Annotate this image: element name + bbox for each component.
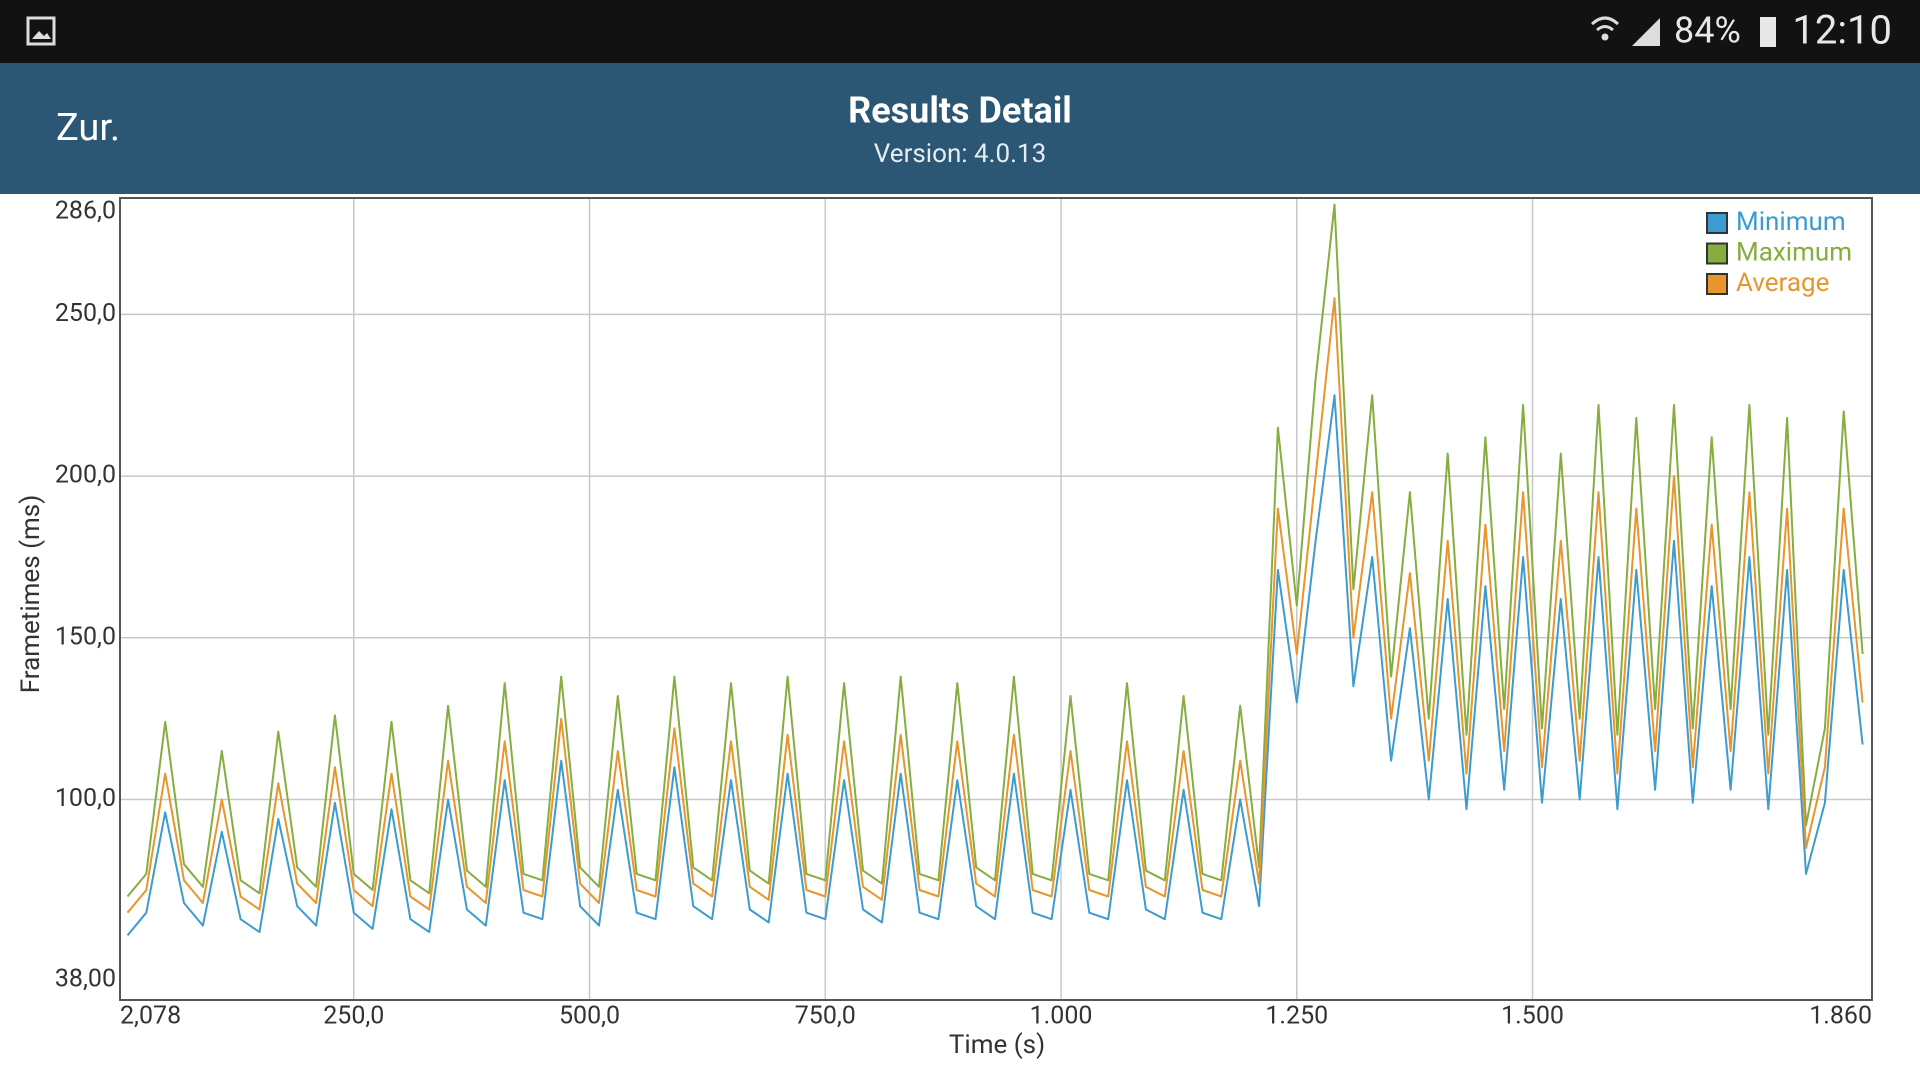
- x-tick-label: 500,0: [559, 1002, 620, 1031]
- legend-label: Average: [1736, 268, 1829, 298]
- back-button[interactable]: Zur.: [56, 106, 120, 150]
- status-bar: [0, 0, 1920, 63]
- x-tick-label: 250,0: [323, 1002, 384, 1031]
- plot-frame: [119, 197, 1873, 1001]
- x-axis-label: Time (s): [949, 1030, 1045, 1060]
- legend-swatch: [1706, 242, 1728, 265]
- x-tick-label: 2,078: [120, 1002, 181, 1031]
- y-tick-label: 100,0: [55, 784, 116, 813]
- x-tick-label: 1.500: [1501, 1002, 1564, 1031]
- gallery-icon: [26, 16, 56, 46]
- x-tick-label: 1.860: [1809, 1002, 1872, 1031]
- lines: [126, 203, 1864, 936]
- series-line: [126, 297, 1864, 914]
- y-tick-label: 150,0: [55, 622, 116, 651]
- x-tick-label: 1.000: [1030, 1002, 1093, 1031]
- legend-label: Maximum: [1736, 237, 1852, 267]
- screen-subtitle: Version: 4.0.13: [874, 139, 1046, 169]
- battery-icon: [1760, 17, 1776, 47]
- y-tick-label: 200,0: [55, 461, 116, 490]
- app-bar: [0, 63, 1920, 194]
- y-tick-label: 38,00: [55, 965, 116, 994]
- legend-label: Minimum: [1736, 207, 1846, 237]
- y-axis-label: Frametimes (ms): [16, 495, 46, 694]
- legend-swatch: [1706, 273, 1728, 295]
- screen-title: Results Detail: [848, 90, 1072, 132]
- legend-swatch: [1706, 212, 1728, 234]
- y-tick-label: 286,0: [55, 197, 116, 226]
- signal-icon: [1632, 18, 1660, 46]
- battery-percent: 84%: [1674, 10, 1741, 52]
- wifi-icon: [1590, 16, 1620, 41]
- y-tick-label: 250,0: [55, 299, 116, 328]
- clock: 12:10: [1792, 7, 1892, 54]
- series-line: [126, 203, 1864, 898]
- x-tick-label: 750,0: [795, 1002, 856, 1031]
- series-line: [126, 394, 1864, 936]
- x-tick-label: 1.250: [1265, 1002, 1328, 1031]
